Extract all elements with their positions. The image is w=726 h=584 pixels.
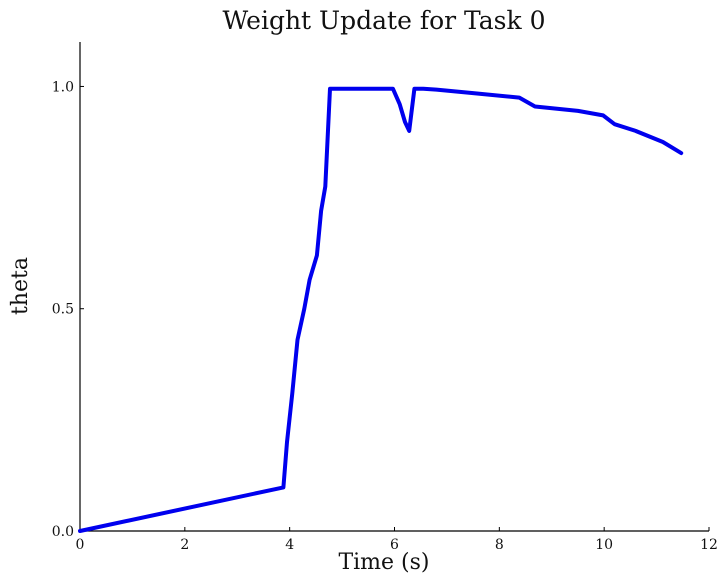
x-tick-label: 12 [700, 537, 718, 553]
x-tick-label: 10 [595, 537, 613, 553]
plot-area: 0 2 4 6 8 10 12 0.0 0.5 1.0 [52, 42, 718, 553]
y-tick-label: 1.0 [52, 79, 74, 95]
series-group [78, 86, 684, 533]
chart-title: Weight Update for Task 0 [223, 6, 546, 35]
x-tick-label: 0 [76, 537, 85, 553]
y-ticks: 0.0 0.5 1.0 [52, 79, 84, 540]
x-tick-label: 4 [285, 537, 294, 553]
y-tick-label: 0.0 [52, 524, 74, 540]
y-axis-label: theta [8, 257, 33, 315]
x-axis-label: Time (s) [338, 550, 429, 575]
x-tick-label: 8 [495, 537, 504, 553]
y-tick-label: 0.5 [52, 302, 74, 318]
x-tick-label: 2 [180, 537, 189, 553]
series-line [78, 86, 684, 533]
x-tick-label: 6 [390, 537, 399, 553]
x-ticks: 0 2 4 6 8 10 12 [76, 527, 718, 553]
